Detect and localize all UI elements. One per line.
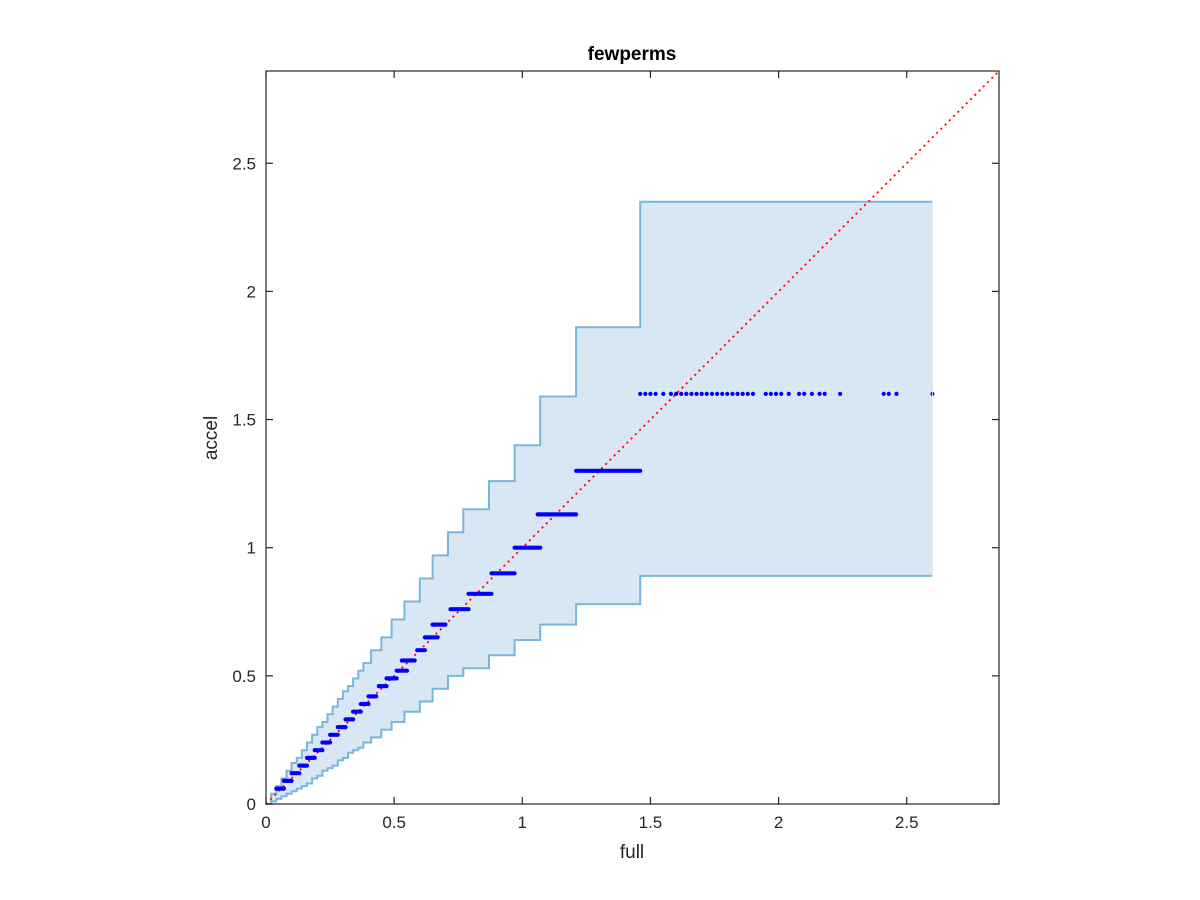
data-point	[435, 635, 440, 640]
data-point	[740, 391, 745, 396]
data-point	[674, 391, 679, 396]
data-point	[822, 391, 827, 396]
y-axis-label: accel	[201, 416, 222, 460]
x-tick-label: 2	[774, 813, 783, 832]
data-point	[699, 391, 704, 396]
data-points	[274, 391, 935, 791]
band-area	[266, 201, 933, 804]
axis-ticks: 0 0.5 1 1.5 2 2.5 0 0.5 1 1.5 2 2.5	[232, 71, 999, 832]
data-point	[725, 391, 730, 396]
data-point	[763, 391, 768, 396]
data-point	[489, 591, 494, 596]
data-point	[704, 391, 709, 396]
y-tick-label: 2.5	[232, 154, 256, 173]
x-tick-label: 0	[261, 813, 270, 832]
data-point	[689, 391, 694, 396]
x-tick-label: 1.5	[639, 813, 663, 832]
x-tick-label: 1	[518, 813, 527, 832]
data-point	[443, 622, 448, 627]
data-point	[374, 694, 379, 699]
data-point	[512, 571, 517, 576]
band-upper-edge	[266, 200, 933, 805]
data-point	[394, 676, 399, 681]
y-tick-label: 0	[247, 795, 256, 814]
data-point	[351, 717, 356, 722]
data-point	[802, 391, 807, 396]
data-point	[886, 391, 891, 396]
y-tick-label: 1.5	[232, 411, 256, 430]
data-point	[715, 391, 720, 396]
data-point	[366, 701, 371, 707]
data-point	[786, 391, 791, 396]
data-point	[661, 391, 666, 396]
data-point	[653, 391, 658, 396]
x-tick-label: 0.5	[382, 813, 406, 832]
data-point	[773, 391, 779, 396]
plot-area: 0 0.5 1 1.5 2 2.5 0 0.5 1 1.5 2 2.5	[232, 70, 1000, 832]
data-point	[297, 771, 302, 776]
data-point	[304, 763, 310, 768]
data-point	[709, 391, 715, 396]
y-tick-label: 2	[247, 282, 256, 301]
data-point	[638, 468, 643, 473]
data-point	[343, 725, 348, 730]
data-point	[289, 778, 294, 784]
y-tick-label: 0.5	[232, 667, 256, 686]
data-point	[694, 391, 699, 396]
data-point	[894, 391, 899, 396]
data-point	[466, 607, 471, 612]
data-point	[358, 709, 363, 714]
chart-title: fewperms	[588, 44, 677, 65]
data-point	[809, 391, 815, 396]
x-tick-label: 2.5	[895, 813, 919, 832]
data-point	[817, 391, 822, 396]
data-point	[668, 391, 674, 396]
data-point	[684, 391, 689, 396]
data-point	[281, 786, 286, 791]
data-point	[797, 391, 802, 396]
data-point	[404, 668, 410, 673]
data-point	[648, 391, 653, 396]
axes-frame	[265, 70, 1000, 805]
data-point	[735, 391, 740, 396]
data-point	[384, 684, 389, 689]
x-axis-label: full	[620, 842, 644, 863]
data-point	[335, 732, 340, 737]
data-point	[422, 648, 427, 653]
data-point	[312, 755, 317, 761]
data-point	[679, 391, 684, 396]
data-point	[538, 545, 543, 550]
data-point	[745, 391, 750, 396]
data-point	[750, 391, 756, 396]
data-point	[779, 391, 784, 396]
data-point	[328, 740, 333, 745]
data-point	[838, 391, 843, 396]
data-point	[574, 512, 579, 517]
y-tick-label: 1	[247, 539, 256, 558]
data-point	[638, 391, 643, 396]
data-point	[881, 391, 886, 396]
data-point	[320, 748, 325, 753]
data-point	[768, 391, 774, 396]
data-point	[412, 658, 417, 663]
band-lower-edge	[266, 574, 933, 805]
data-point	[643, 391, 648, 396]
data-point	[730, 391, 735, 396]
data-point	[720, 391, 725, 396]
